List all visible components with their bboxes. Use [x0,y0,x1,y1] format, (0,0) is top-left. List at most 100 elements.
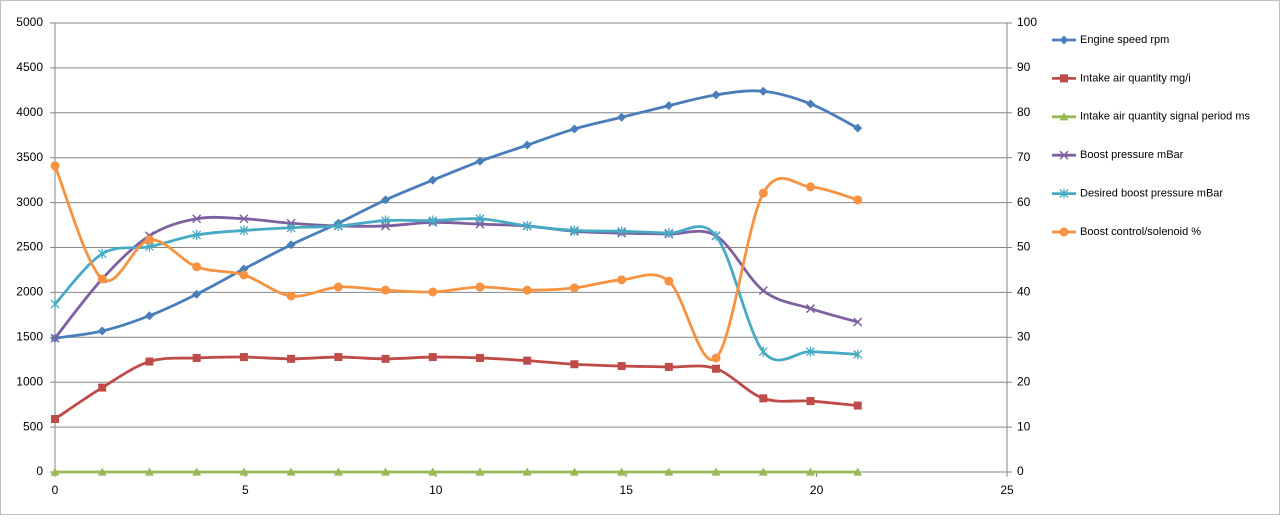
marker [51,415,59,424]
x-tick-label: 20 [810,483,824,497]
marker [711,353,721,363]
marker [239,214,249,224]
marker [475,156,485,166]
marker [569,283,579,293]
marker [381,467,391,476]
marker [853,123,863,133]
marker [758,188,768,198]
marker [428,175,438,185]
marker [664,467,674,476]
marker [1059,227,1069,237]
marker [192,289,202,299]
marker [475,282,485,292]
marker [805,304,816,314]
marker [617,112,627,122]
marker [853,317,863,327]
marker [664,101,674,111]
marker [97,467,107,476]
marker [806,99,816,109]
x-tick-label: 0 [52,483,59,497]
marker [50,161,60,171]
marker [192,353,201,362]
marker [759,394,768,403]
marker [428,215,438,226]
y2-tick-label: 20 [1017,374,1031,388]
marker [617,467,627,476]
legend-text: Desired boost pressure mBar [1080,188,1223,200]
marker [145,357,154,366]
marker [286,240,296,250]
series-line [53,215,859,340]
series-line [54,89,859,340]
y-tick-label: 4500 [16,60,43,74]
y2-tick-label: 90 [1017,60,1031,74]
marker [711,230,721,241]
marker [664,362,673,371]
y2-tick-label: 50 [1017,240,1031,254]
marker [664,276,674,286]
marker [475,353,484,362]
marker [98,383,107,392]
marker [711,467,721,476]
y-tick-label: 500 [23,419,43,433]
marker [97,248,107,259]
marker [522,285,532,295]
y-tick-label: 3000 [16,195,43,209]
y2-tick-label: 10 [1017,419,1031,433]
marker [758,86,768,96]
marker [1059,35,1069,45]
marker [50,299,60,310]
marker [712,364,721,373]
marker [1059,112,1069,121]
marker [570,360,579,369]
y2-tick-label: 0 [1017,464,1024,478]
marker [286,222,296,233]
marker [192,262,202,272]
y2-tick-label: 100 [1017,15,1037,29]
marker [853,195,863,205]
marker [428,467,438,476]
marker [806,346,815,357]
marker [286,291,296,301]
marker [334,353,343,362]
y-tick-label: 0 [36,464,43,478]
x-tick-label: 5 [242,483,249,497]
legend-text: Boost control/solenoid % [1080,226,1201,238]
marker [239,225,249,236]
marker [617,362,626,371]
marker [806,182,816,192]
series-line [53,217,858,362]
y-tick-label: 3500 [16,150,43,164]
marker [239,270,249,280]
marker [1060,74,1068,83]
y2-tick-label: 60 [1017,195,1031,209]
marker [192,229,202,240]
marker [569,124,579,134]
marker [617,275,627,285]
x-tick-label: 25 [1000,483,1014,497]
marker [569,467,579,476]
marker [381,354,390,363]
marker [428,287,438,297]
marker [50,333,60,343]
y-tick-label: 5000 [16,15,43,29]
marker [50,467,60,476]
marker [475,213,485,224]
marker [806,467,816,476]
legend-text: Intake air quantity signal period ms [1080,111,1250,123]
marker [333,220,343,231]
marker [333,282,343,292]
marker [1059,188,1069,199]
series-line [53,165,859,362]
marker [522,220,532,231]
legend-text: Intake air quantity mg/i [1080,72,1191,84]
y-tick-label: 2500 [16,240,43,254]
marker [333,467,343,476]
y2-tick-label: 80 [1017,105,1031,119]
marker [758,346,768,357]
marker [97,274,107,284]
marker [239,467,249,476]
marker [287,354,296,363]
